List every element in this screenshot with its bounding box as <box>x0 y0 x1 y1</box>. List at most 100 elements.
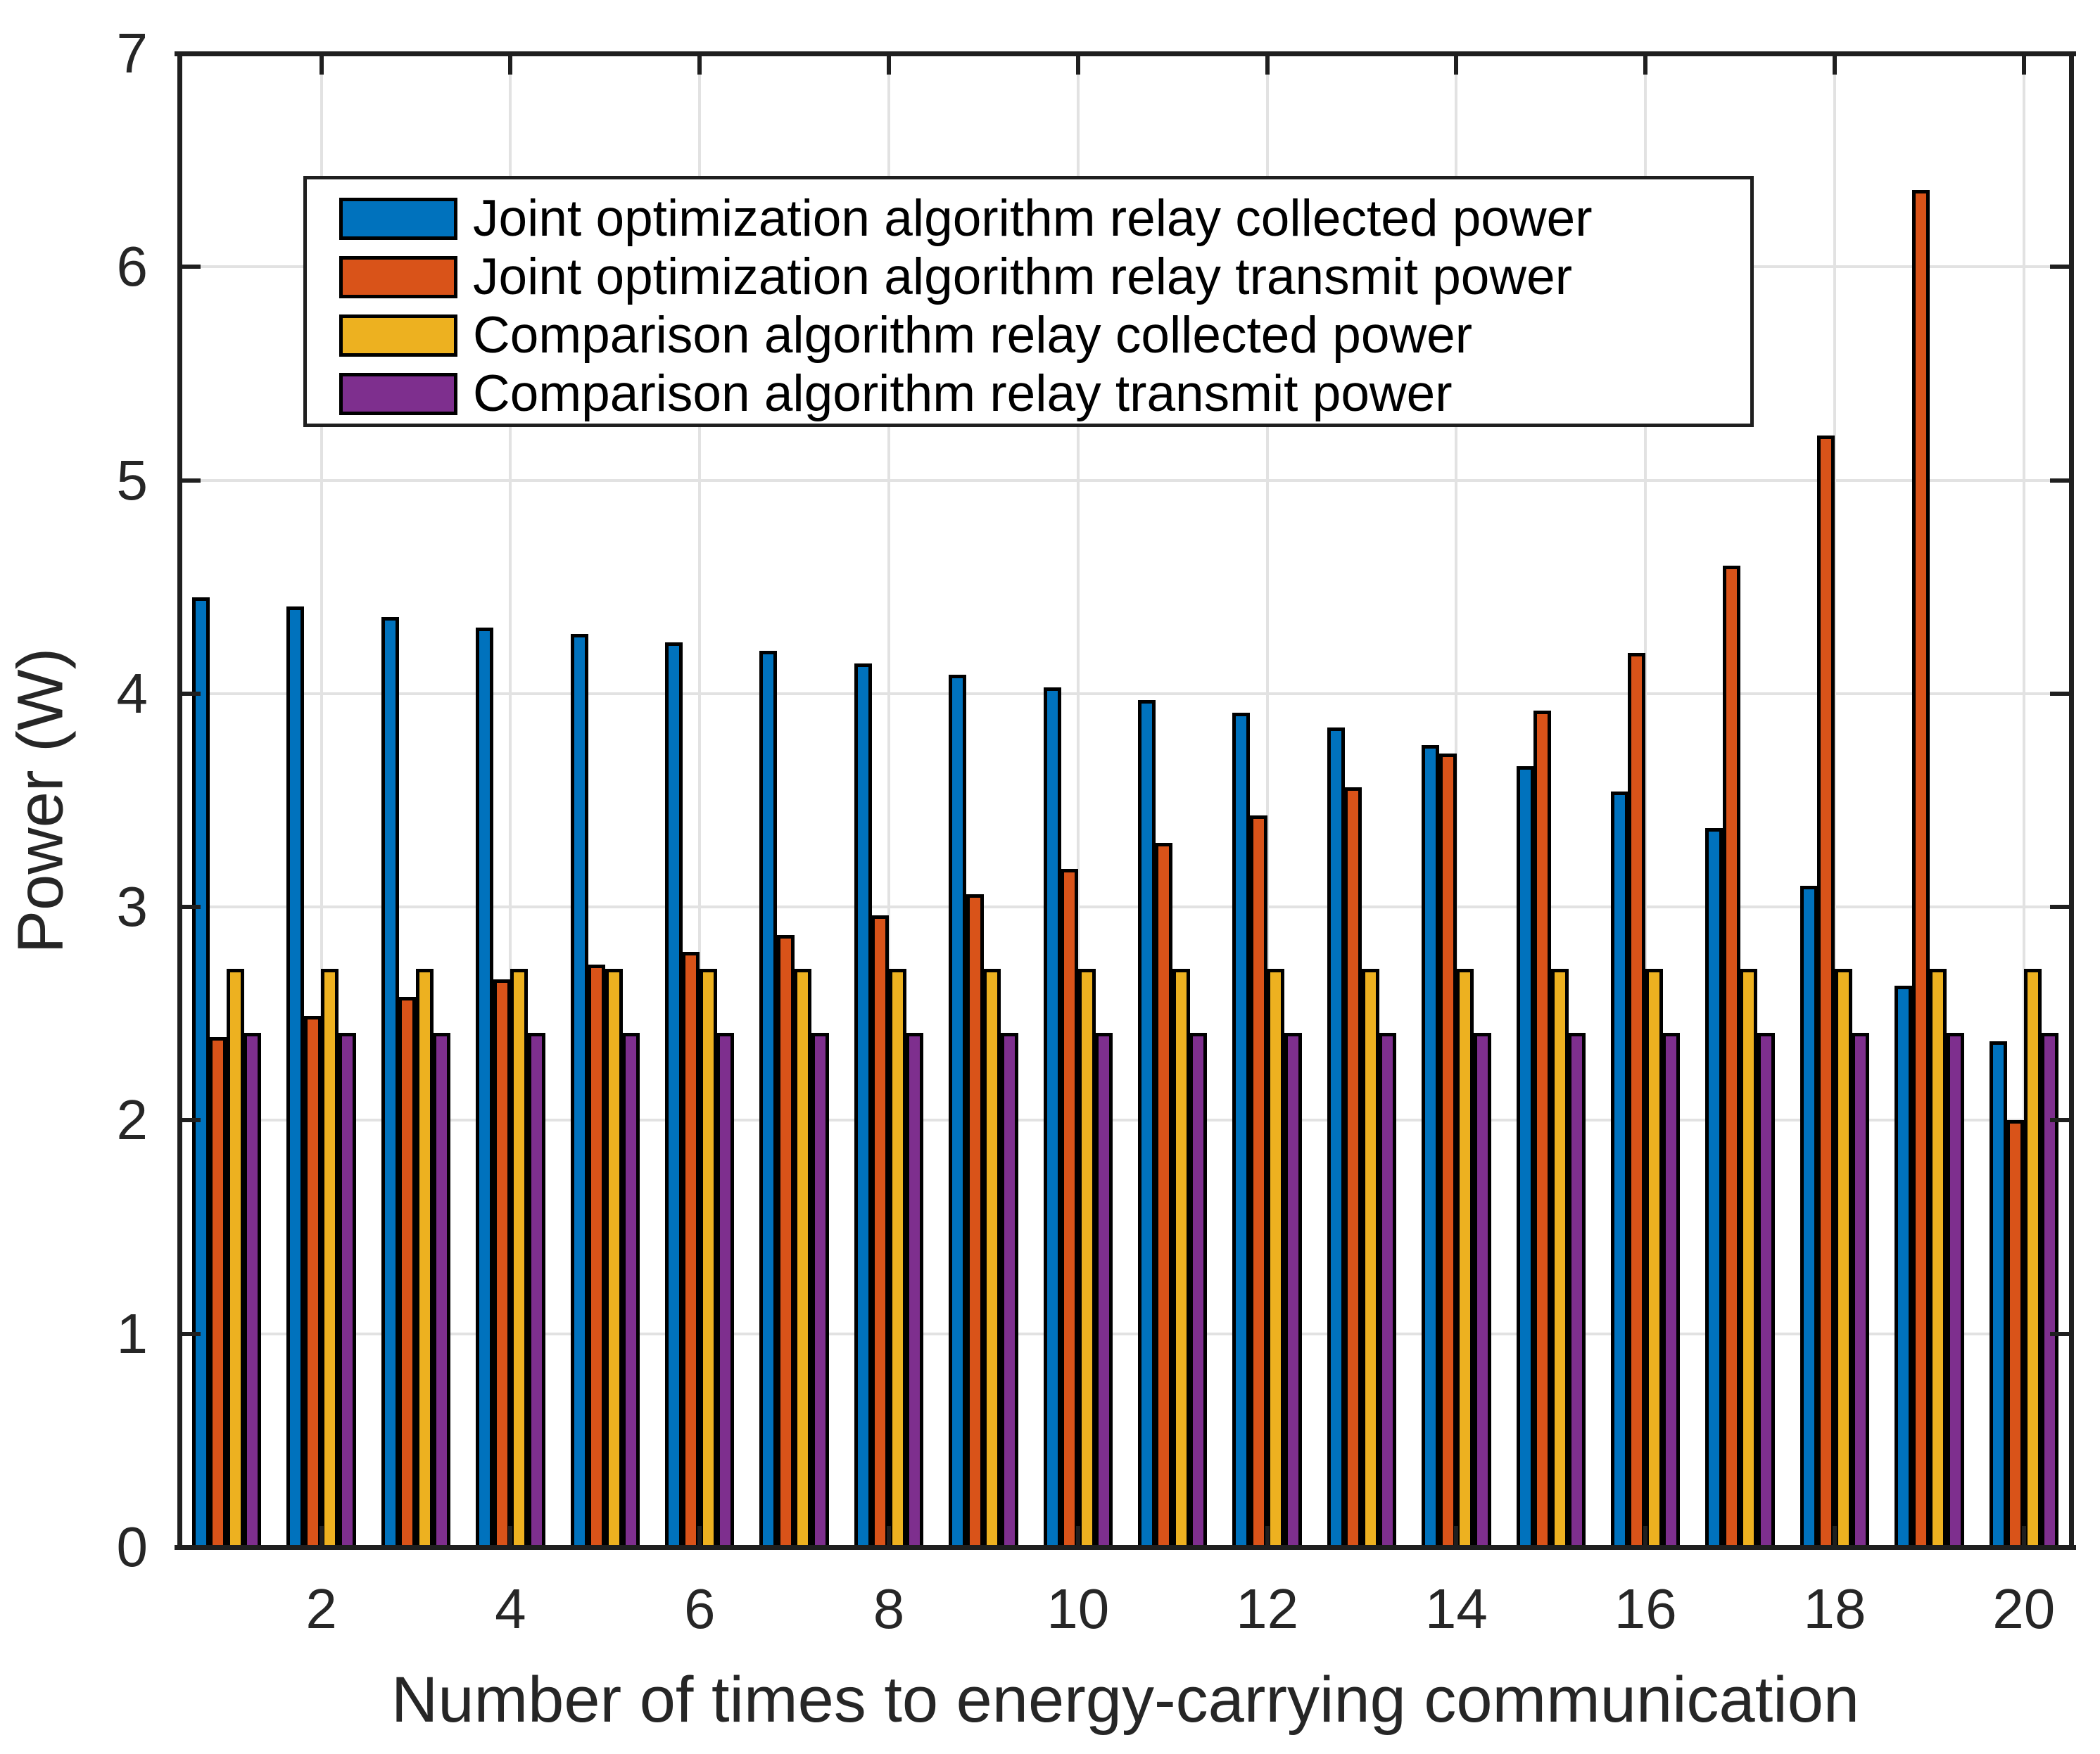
y-tick-label: 6 <box>116 235 148 298</box>
bar <box>570 633 588 1547</box>
x-gridline <box>2022 53 2025 1547</box>
bar <box>1061 868 1079 1547</box>
y-tick <box>179 51 201 56</box>
bar <box>1327 727 1345 1547</box>
bar <box>226 969 244 1547</box>
axis-bottom-spine <box>175 1545 2076 1550</box>
bar <box>1422 744 1440 1547</box>
y-tick-right <box>2050 51 2071 56</box>
y-tick-right <box>2050 1545 2071 1549</box>
x-tick-top <box>319 53 324 75</box>
bar <box>1799 885 1818 1547</box>
bar <box>1757 1033 1775 1547</box>
bar <box>1989 1041 2007 1547</box>
x-tick <box>1833 1526 1837 1547</box>
legend-label: Joint optimization algorithm relay trans… <box>473 248 1573 305</box>
x-tick <box>697 1526 702 1547</box>
y-tick-label: 3 <box>116 875 148 939</box>
bar <box>888 969 906 1547</box>
bar <box>983 969 1001 1547</box>
x-tick-label: 4 <box>495 1577 526 1640</box>
bar <box>682 951 700 1547</box>
bar <box>871 915 890 1547</box>
legend-item: Comparison algorithm relay collected pow… <box>307 306 1750 364</box>
y-tick-label: 4 <box>116 661 148 725</box>
x-tick-label: 16 <box>1614 1577 1677 1640</box>
axis-right-spine <box>2069 51 2074 1549</box>
bar <box>1929 969 1947 1547</box>
x-gridline <box>509 53 512 1547</box>
bar <box>243 1033 262 1547</box>
x-tick-label: 6 <box>683 1577 716 1640</box>
y-tick-label: 2 <box>116 1088 148 1152</box>
x-tick <box>1643 1526 1648 1547</box>
y-tick-right <box>2050 1331 2071 1336</box>
bar <box>1189 1033 1208 1547</box>
bar <box>588 965 606 1547</box>
axis-top-spine <box>175 51 2076 56</box>
bar <box>1456 969 1474 1547</box>
bar <box>1550 969 1569 1547</box>
bar <box>1911 190 1930 1547</box>
bar <box>1533 711 1552 1547</box>
bar <box>510 969 529 1547</box>
x-tick <box>1265 1526 1270 1547</box>
bar <box>209 1037 227 1547</box>
y-tick-label: 1 <box>116 1302 148 1365</box>
y-tick-label: 5 <box>116 448 148 511</box>
bar <box>1361 969 1379 1547</box>
x-tick-top <box>1454 53 1459 75</box>
bar <box>906 1033 924 1547</box>
x-tick <box>1075 1526 1080 1547</box>
x-tick-top <box>1075 53 1080 75</box>
bar <box>1000 1033 1018 1547</box>
bar <box>1852 1033 1870 1547</box>
bar <box>1344 787 1362 1547</box>
bar <box>1705 827 1723 1547</box>
bar <box>381 616 399 1547</box>
x-gridline <box>887 53 890 1547</box>
bar <box>716 1033 735 1547</box>
x-tick-top <box>2021 53 2026 75</box>
bar <box>854 663 872 1547</box>
x-tick-label: 2 <box>305 1577 337 1640</box>
x-tick <box>319 1526 324 1547</box>
x-tick-top <box>508 53 513 75</box>
x-axis-label: Number of times to energy-carrying commu… <box>391 1664 1860 1736</box>
y-tick <box>179 265 201 269</box>
y-tick-label: 7 <box>116 22 148 84</box>
bar <box>1516 765 1534 1547</box>
bar <box>665 642 683 1547</box>
y-tick-label: 0 <box>116 1515 148 1578</box>
y-gridline <box>179 1119 2071 1122</box>
x-tick-label: 10 <box>1046 1577 1110 1640</box>
bar <box>2023 969 2042 1547</box>
bar <box>699 969 717 1547</box>
x-tick-label: 18 <box>1803 1577 1866 1640</box>
x-tick-top <box>887 53 891 75</box>
legend-item: Joint optimization algorithm relay colle… <box>307 189 1750 248</box>
bar <box>1895 986 1913 1547</box>
bar <box>1232 713 1251 1547</box>
x-tick <box>2021 1526 2026 1547</box>
bar <box>1094 1033 1113 1547</box>
legend-swatch-icon <box>339 314 457 357</box>
bar <box>2006 1120 2025 1547</box>
y-tick <box>179 1331 201 1336</box>
bar <box>1172 969 1190 1547</box>
legend-label: Comparison algorithm relay transmit powe… <box>473 365 1453 422</box>
bar <box>1379 1033 1397 1547</box>
bar <box>949 674 967 1547</box>
y-tick-right <box>2050 1118 2071 1123</box>
bar <box>1834 969 1852 1547</box>
legend-swatch-icon <box>339 372 457 415</box>
bar <box>1473 1033 1491 1547</box>
bar <box>338 1033 356 1547</box>
legend-label: Comparison algorithm relay collected pow… <box>473 307 1473 364</box>
legend-swatch-icon <box>339 255 457 298</box>
x-tick-top <box>697 53 702 75</box>
bar <box>1740 969 1758 1547</box>
x-tick <box>508 1526 513 1547</box>
bar <box>1138 699 1156 1547</box>
